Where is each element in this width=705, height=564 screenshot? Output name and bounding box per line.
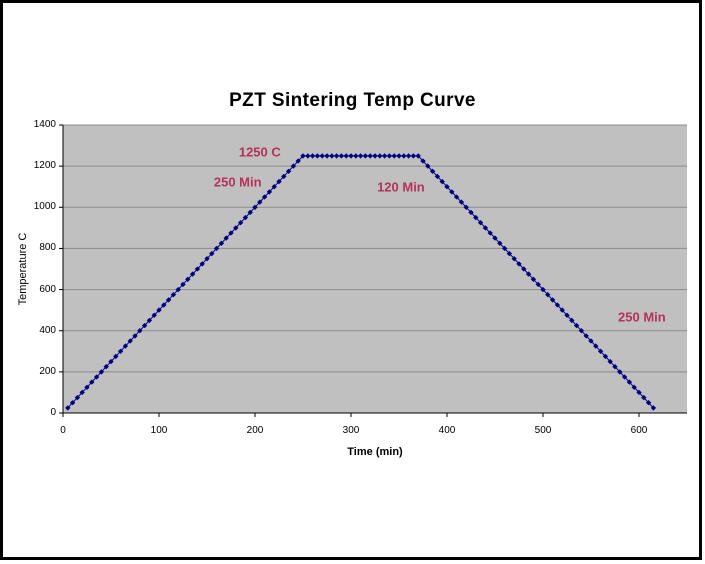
data-point-marker — [401, 153, 407, 159]
data-point-marker — [497, 240, 503, 246]
data-point-marker — [218, 240, 225, 246]
data-point-marker — [631, 384, 637, 390]
data-point-marker — [487, 230, 493, 236]
data-point-marker — [213, 245, 220, 252]
plot-area — [59, 124, 687, 417]
data-point-marker — [151, 312, 157, 318]
x-tick-label-600: 600 — [630, 425, 648, 436]
data-point-marker — [329, 153, 335, 159]
data-point-marker — [381, 153, 388, 159]
data-point-marker — [554, 302, 561, 308]
data-point-marker — [353, 153, 359, 159]
data-point-marker — [593, 343, 599, 349]
temp-profile-plot — [59, 124, 687, 417]
data-point-marker — [309, 153, 316, 159]
data-point-marker — [333, 153, 340, 159]
data-point-marker — [391, 153, 397, 159]
data-point-marker — [314, 153, 321, 159]
data-point-marker — [132, 333, 138, 339]
data-point-marker — [597, 348, 604, 354]
annotation-peak-temp: 1250 C — [238, 144, 281, 160]
data-point-marker — [233, 225, 239, 231]
data-point-marker — [137, 328, 143, 334]
data-point-marker — [338, 153, 345, 159]
x-tick-label-300: 300 — [342, 425, 360, 436]
data-point-marker — [319, 153, 325, 159]
data-point-marker — [69, 400, 76, 406]
y-tick-label-600: 600 — [39, 283, 56, 295]
data-point-marker — [367, 153, 373, 159]
data-point-marker — [300, 153, 306, 159]
data-point-marker — [477, 220, 484, 226]
data-point-marker — [305, 153, 311, 159]
data-point-marker — [247, 209, 253, 216]
data-point-marker — [453, 194, 460, 200]
y-tick-label-1400: 1400 — [33, 119, 56, 130]
data-point-marker — [348, 153, 354, 159]
annotation-ramp-down-duration: 250 Min — [618, 309, 666, 325]
data-point-marker — [362, 153, 369, 159]
data-point-marker — [372, 153, 378, 159]
data-point-marker — [549, 297, 556, 303]
chart-title: PZT Sintering Temp Curve — [229, 90, 476, 111]
data-point-marker — [324, 153, 330, 159]
x-tick-label-0: 0 — [60, 425, 66, 436]
data-point-marker — [564, 312, 570, 318]
x-tick-label-400: 400 — [438, 425, 456, 436]
data-point-marker — [180, 281, 186, 288]
data-point-marker — [122, 343, 129, 349]
data-point-marker — [573, 322, 580, 329]
y-tick-label-1000: 1000 — [33, 201, 56, 213]
data-point-marker — [377, 153, 383, 159]
annotation-ramp-up-duration: 250 Min — [213, 174, 262, 190]
x-tick-label-500: 500 — [534, 425, 552, 436]
data-point-marker — [242, 214, 249, 221]
series-markers — [65, 153, 657, 411]
data-point-marker — [223, 235, 229, 241]
y-tick-label-800: 800 — [39, 242, 56, 254]
series-line — [67, 155, 654, 409]
data-point-marker — [161, 302, 167, 308]
data-point-marker — [405, 153, 412, 159]
data-point-marker — [636, 389, 642, 396]
data-point-marker — [396, 153, 402, 159]
y-tick-label-0: 0 — [50, 407, 56, 418]
data-point-marker — [228, 230, 234, 236]
data-point-marker — [386, 153, 393, 159]
x-tick-label-200: 200 — [246, 425, 264, 436]
y-tick-label-400: 400 — [39, 324, 56, 336]
data-point-marker — [252, 204, 258, 210]
data-point-marker — [204, 256, 210, 262]
x-tick-label-100: 100 — [150, 425, 168, 436]
data-point-marker — [357, 153, 364, 159]
data-point-marker — [343, 153, 349, 159]
annotation-hold-duration: 120 Min — [377, 179, 425, 195]
data-point-marker — [463, 204, 469, 210]
y-axis-title: Temperature C — [17, 232, 29, 306]
data-point-marker — [410, 153, 417, 159]
x-axis-title: Time (min) — [347, 446, 403, 458]
data-point-marker — [650, 405, 657, 411]
data-point-marker — [261, 194, 268, 200]
data-point-marker — [156, 307, 162, 313]
data-point-marker — [415, 153, 421, 159]
y-tick-label-200: 200 — [39, 365, 56, 377]
data-point-marker — [189, 271, 196, 277]
y-tick-label-1200: 1200 — [33, 160, 56, 172]
data-point-marker — [185, 276, 191, 282]
